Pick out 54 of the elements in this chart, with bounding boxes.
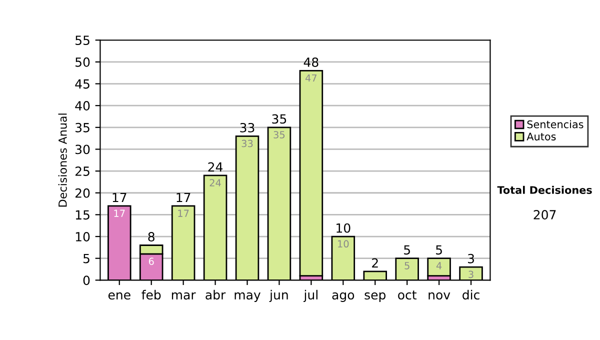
data-label: 10 — [338, 240, 349, 248]
data-label: 4 — [436, 262, 442, 270]
total-label: 8 — [148, 232, 154, 242]
legend-label: Autos — [526, 132, 556, 140]
y-tick-label: 5 — [83, 254, 90, 264]
y-tick-label: 20 — [75, 188, 90, 198]
y-tick-label: 50 — [76, 57, 90, 67]
y-tick-label: 0 — [83, 276, 90, 286]
x-tick-label: jul — [304, 290, 318, 302]
y-tick-label: 55 — [76, 36, 90, 46]
x-tick-label: abr — [206, 290, 226, 300]
x-tick-label: oct — [398, 290, 416, 300]
total-label: 24 — [208, 162, 223, 172]
data-label: 6 — [148, 258, 154, 265]
legend-label: Sentencias — [527, 120, 584, 128]
total-label: 5 — [436, 245, 442, 255]
x-tick-label: jun — [269, 290, 288, 302]
total-label: 48 — [304, 57, 318, 67]
data-label: 17 — [178, 210, 189, 217]
total-label: 17 — [176, 192, 190, 202]
total-label: 5 — [404, 245, 410, 255]
total-label: 10 — [336, 223, 350, 233]
x-tick-label: mar — [172, 292, 196, 300]
y-tick-label: 45 — [75, 79, 90, 89]
data-label: 47 — [305, 74, 317, 82]
y-tick-label: 15 — [76, 210, 90, 220]
data-label: 17 — [114, 210, 125, 217]
data-label: 3 — [468, 270, 474, 278]
total-label: 2 — [372, 258, 378, 268]
y-tick-label: 10 — [76, 232, 90, 242]
y-tick-label: 25 — [75, 166, 90, 176]
x-tick-label: nov — [428, 292, 450, 300]
data-label: 33 — [242, 140, 253, 148]
y-tick-label: 30 — [76, 144, 90, 154]
data-label: 24 — [210, 179, 221, 186]
x-tick-label: sep — [364, 292, 386, 302]
y-tick-label: 40 — [75, 101, 90, 111]
x-tick-label: ene — [108, 292, 130, 300]
y-tick-label: 35 — [76, 122, 90, 132]
x-tick-label: dic — [462, 290, 480, 300]
total-label: 3 — [468, 254, 474, 264]
x-tick-label: feb — [142, 290, 161, 300]
data-label: 35 — [274, 131, 285, 138]
total-label: 33 — [240, 122, 254, 132]
text: 207 — [534, 210, 556, 220]
x-tick-label: ago — [332, 292, 354, 302]
y-axis-title: Decisiones Anual — [58, 114, 67, 207]
data-label: 5 — [404, 262, 410, 270]
bar — [299, 70, 324, 276]
x-tick-label: may — [234, 292, 260, 302]
total-label: 17 — [112, 192, 126, 202]
text: Total Decisiones — [497, 186, 592, 194]
total-label: 35 — [272, 114, 286, 124]
bar — [427, 258, 451, 276]
